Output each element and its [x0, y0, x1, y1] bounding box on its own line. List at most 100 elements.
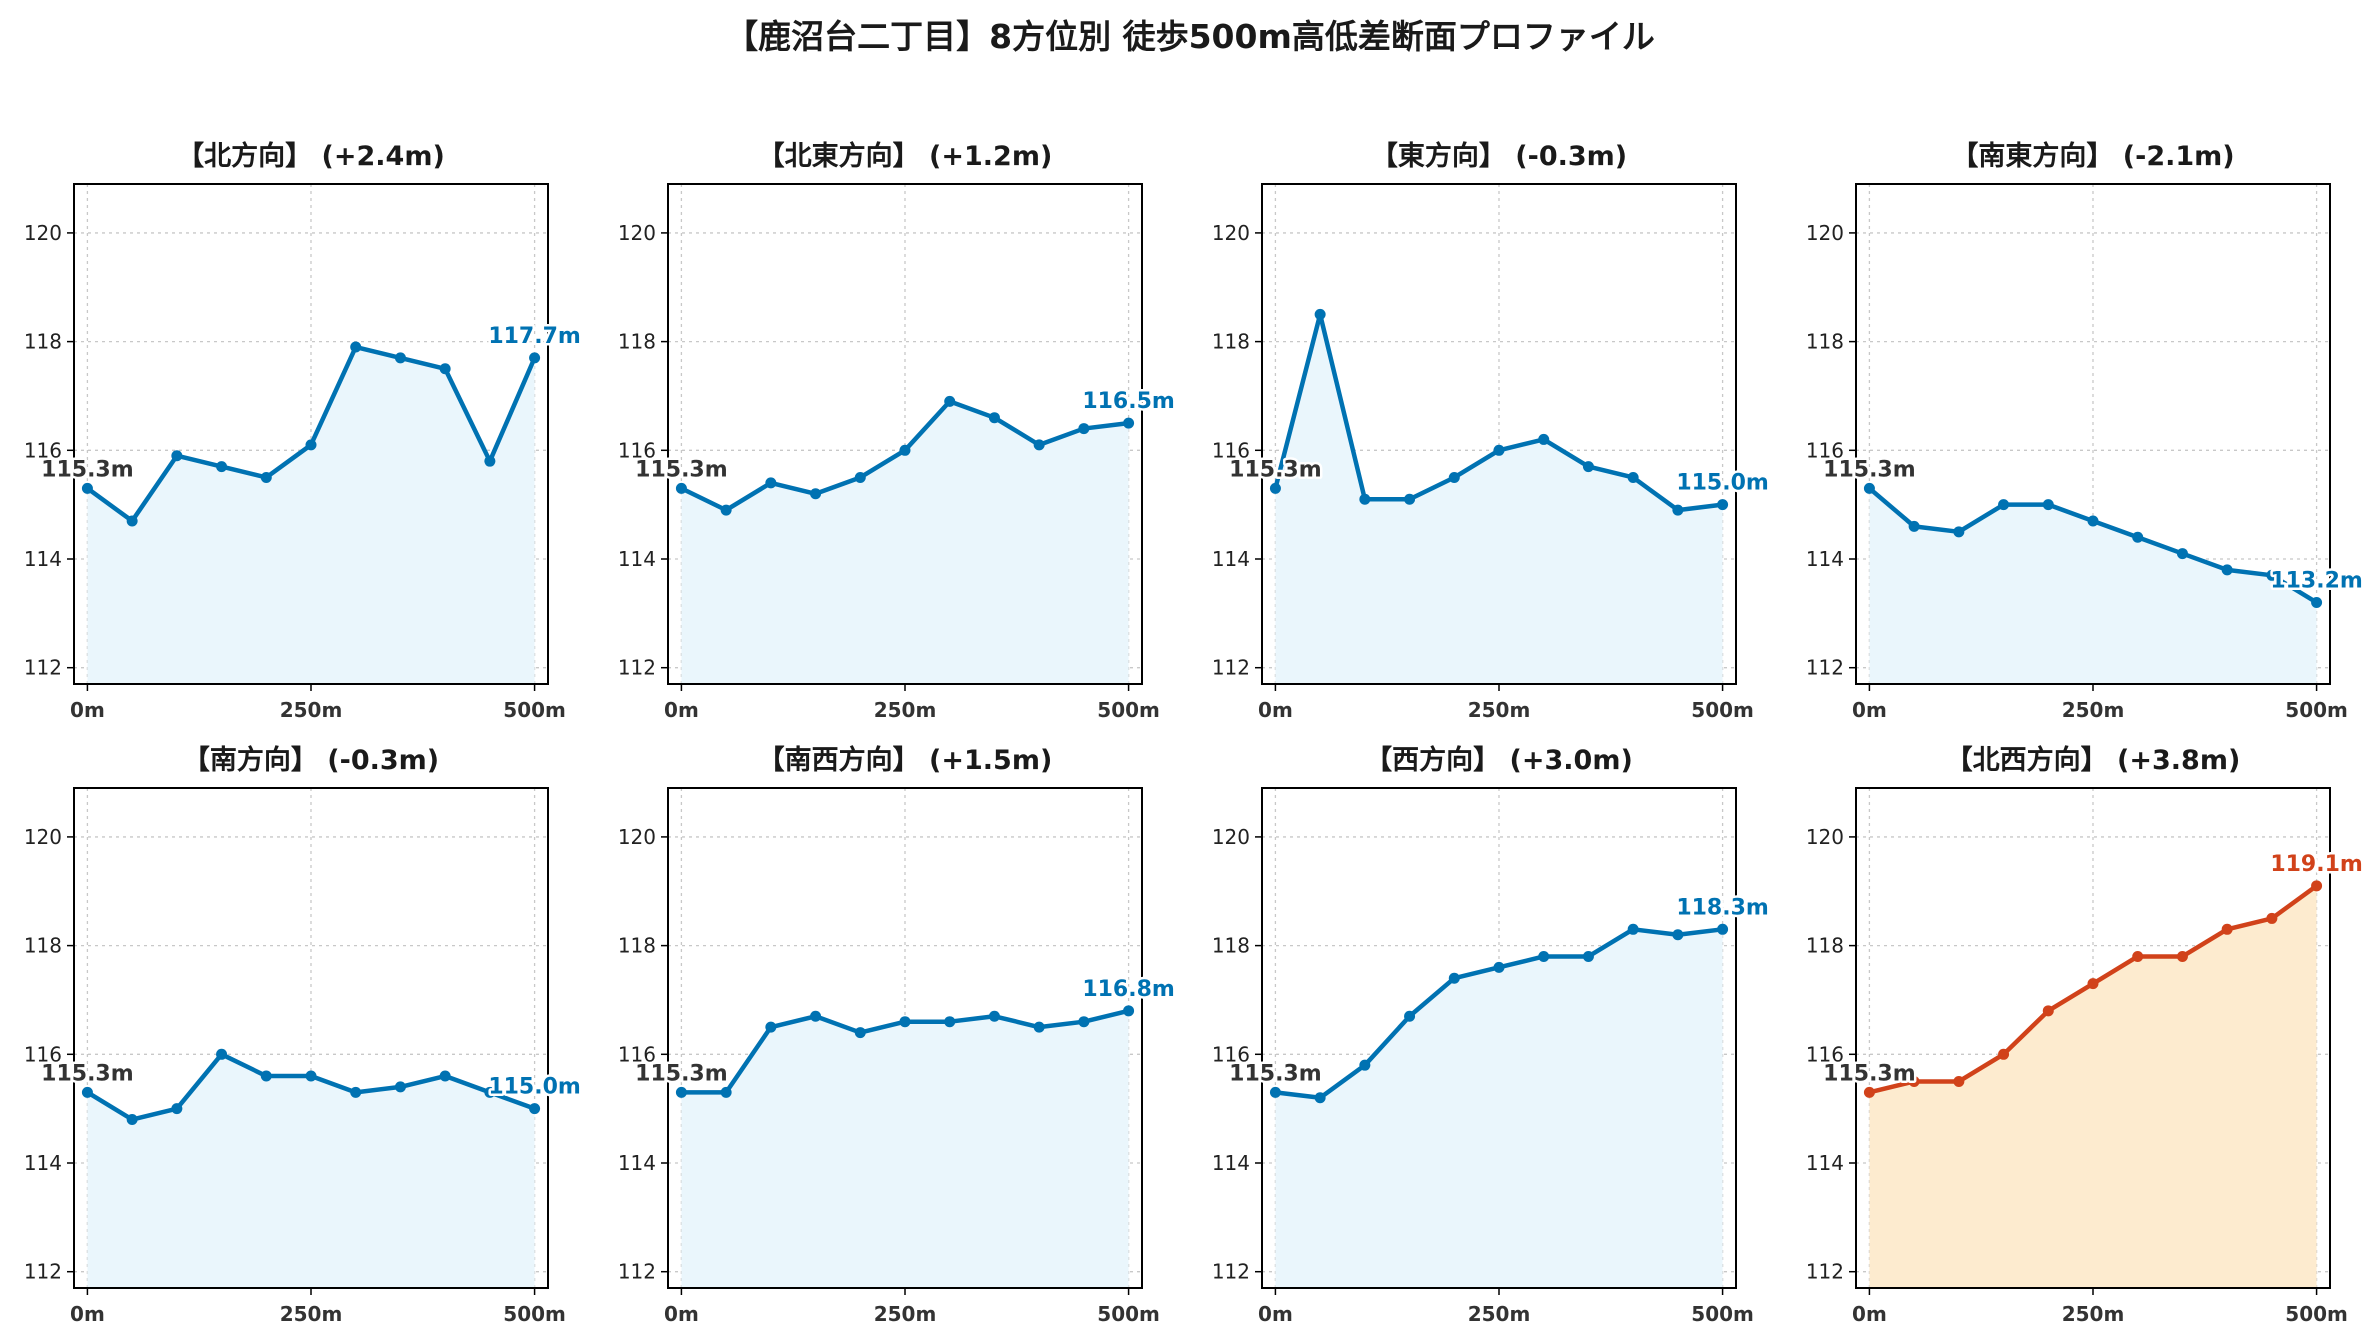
- xtick-label: 500m: [2285, 698, 2348, 722]
- ytick-label: 120: [1212, 825, 1250, 849]
- data-point: [2221, 564, 2233, 576]
- panel-title: 【南東方向】 (-2.1m): [1951, 140, 2234, 172]
- xtick-label: 0m: [70, 1302, 105, 1326]
- ytick-label: 120: [1806, 825, 1844, 849]
- data-point: [988, 412, 1000, 424]
- data-point: [1998, 499, 2010, 511]
- panel-2: 112 114 116 118 120 0m 250m 500m 【北東方向】 (+1.2m) 1…: [618, 140, 1178, 722]
- ytick-label: 116: [1212, 438, 1250, 462]
- data-point: [1359, 493, 1371, 505]
- data-point: [1448, 471, 1460, 483]
- data-point: [1448, 972, 1460, 984]
- ytick-label: 118: [1806, 330, 1844, 354]
- data-point: [439, 1070, 451, 1082]
- ytick-label: 114: [1212, 547, 1250, 571]
- data-point: [1269, 482, 1281, 494]
- ytick-label: 114: [24, 547, 62, 571]
- data-point: [1717, 499, 1729, 511]
- data-point: [2042, 499, 2054, 511]
- ytick-label: 114: [1806, 547, 1844, 571]
- data-point: [2087, 978, 2099, 990]
- end-value-label: 117.7m: [488, 324, 581, 349]
- area-fill: [681, 401, 1129, 684]
- data-point: [944, 395, 956, 407]
- xtick-label: 0m: [1852, 698, 1887, 722]
- data-point: [1538, 950, 1550, 962]
- ytick-label: 116: [1806, 438, 1844, 462]
- data-point: [1863, 1086, 1875, 1098]
- data-point: [1123, 1005, 1135, 1017]
- xtick-label: 500m: [1691, 698, 1754, 722]
- panel-1: 112 114 116 118 120 0m 250m 500m 【北方向】 (+2.4m) 11…: [24, 140, 584, 722]
- ytick-label: 114: [618, 547, 656, 571]
- panel-title: 【南西方向】 (+1.5m): [758, 744, 1053, 776]
- data-point: [1493, 961, 1505, 973]
- data-point: [126, 515, 138, 527]
- data-point: [1538, 433, 1550, 445]
- data-point: [394, 352, 406, 364]
- data-point: [1404, 493, 1416, 505]
- area-fill: [87, 347, 535, 684]
- end-value-label: 116.5m: [1082, 389, 1175, 414]
- data-point: [1078, 423, 1090, 435]
- xtick-label: 0m: [1852, 1302, 1887, 1326]
- data-point: [2266, 912, 2278, 924]
- ytick-label: 114: [1806, 1151, 1844, 1175]
- ytick-label: 118: [618, 330, 656, 354]
- end-value-label: 116.8m: [1082, 977, 1175, 1002]
- panel-title: 【西方向】 (+3.0m): [1365, 744, 1633, 776]
- ytick-label: 116: [618, 438, 656, 462]
- data-point: [1314, 1092, 1326, 1104]
- xtick-label: 500m: [1097, 698, 1160, 722]
- data-point: [899, 1016, 911, 1028]
- ytick-label: 120: [24, 221, 62, 245]
- area-fill: [1275, 929, 1723, 1288]
- data-point: [765, 477, 777, 489]
- data-point: [529, 352, 541, 364]
- panel-6: 112 114 116 118 120 0m 250m 500m 【南西方向】 (+1.5m) 1…: [618, 744, 1178, 1326]
- data-point: [1627, 471, 1639, 483]
- data-point: [126, 1114, 138, 1126]
- data-point: [2266, 569, 2278, 581]
- data-point: [1078, 1016, 1090, 1028]
- panel-5: 112 114 116 118 120 0m 250m 500m 【南方向】 (-0.3m) 11…: [24, 744, 584, 1326]
- data-point: [720, 1086, 732, 1098]
- end-value-label: 115.0m: [488, 1075, 581, 1100]
- data-point: [529, 1103, 541, 1115]
- xtick-label: 500m: [503, 698, 566, 722]
- xtick-label: 250m: [2062, 698, 2125, 722]
- ytick-label: 112: [24, 656, 62, 680]
- data-point: [2087, 515, 2099, 527]
- data-point: [350, 341, 362, 353]
- ytick-label: 120: [618, 825, 656, 849]
- ytick-label: 120: [1212, 221, 1250, 245]
- end-value-label: 119.1m: [2270, 852, 2363, 877]
- ytick-label: 116: [24, 438, 62, 462]
- panel-title: 【北西方向】 (+3.8m): [1946, 744, 2241, 776]
- data-point: [439, 363, 451, 375]
- start-value-label: 115.3m: [41, 457, 134, 482]
- data-point: [2311, 596, 2323, 608]
- data-point: [171, 450, 183, 462]
- data-point: [81, 1086, 93, 1098]
- data-point: [1582, 950, 1594, 962]
- data-point: [260, 471, 272, 483]
- xtick-label: 500m: [1097, 1302, 1160, 1326]
- panel-8: 112 114 116 118 120 0m 250m 500m 【北西方向】 (+3.8m) 1…: [1806, 744, 2366, 1326]
- ytick-label: 112: [618, 656, 656, 680]
- data-point: [765, 1021, 777, 1033]
- data-point: [1953, 526, 1965, 538]
- end-value-label: 115.0m: [1676, 471, 1769, 496]
- xtick-label: 250m: [1468, 1302, 1531, 1326]
- data-point: [854, 471, 866, 483]
- data-point: [2176, 950, 2188, 962]
- data-point: [1404, 1010, 1416, 1022]
- data-point: [305, 439, 317, 451]
- xtick-label: 250m: [874, 1302, 937, 1326]
- xtick-label: 250m: [280, 1302, 343, 1326]
- area-fill: [1869, 885, 2317, 1288]
- ytick-label: 116: [1212, 1042, 1250, 1066]
- data-point: [484, 455, 496, 467]
- data-point: [1627, 923, 1639, 935]
